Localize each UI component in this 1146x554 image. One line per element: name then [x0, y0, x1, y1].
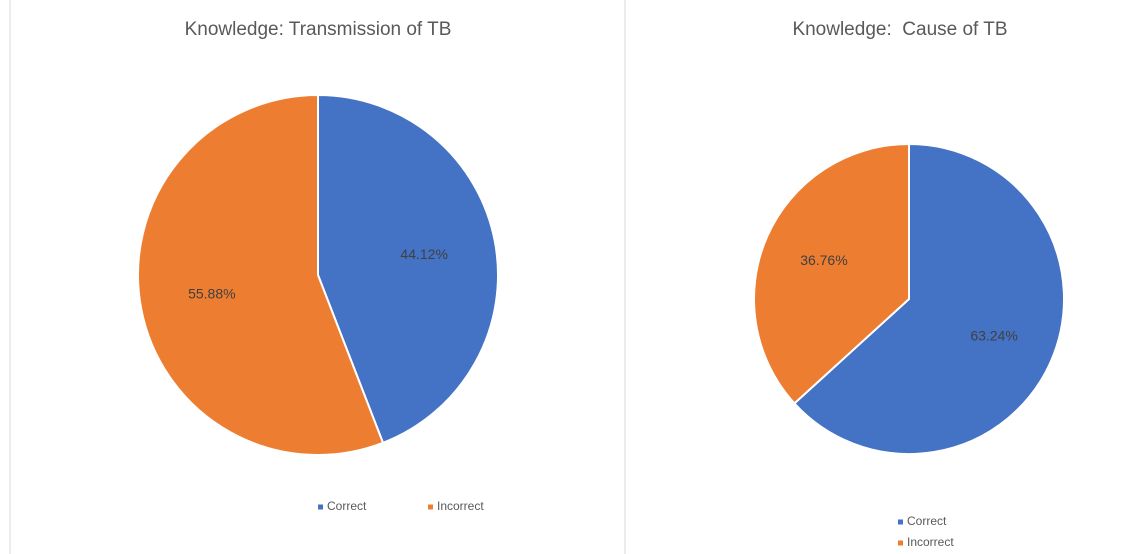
pie-slice [137, 93, 385, 456]
legend-label: Incorrect [437, 499, 484, 513]
legend-label: Correct [907, 514, 947, 528]
pie-slice [793, 142, 1065, 455]
pie-slice [753, 142, 910, 405]
legend-label: Incorrect [907, 535, 954, 549]
legend-marker [898, 519, 903, 525]
legend-marker [318, 504, 323, 510]
data-label: 36.76% [800, 252, 847, 268]
legend-marker [428, 504, 433, 510]
legend-marker [898, 540, 903, 546]
data-label: 55.88% [188, 286, 235, 302]
chart-title: Knowledge: Transmission of TB [185, 19, 452, 40]
chart-title: Knowledge: Cause of TB [792, 19, 1007, 40]
data-label: 63.24% [970, 327, 1017, 343]
legend-label: Correct [327, 499, 367, 513]
data-label: 44.12% [400, 246, 447, 262]
pie-slice [317, 93, 499, 445]
